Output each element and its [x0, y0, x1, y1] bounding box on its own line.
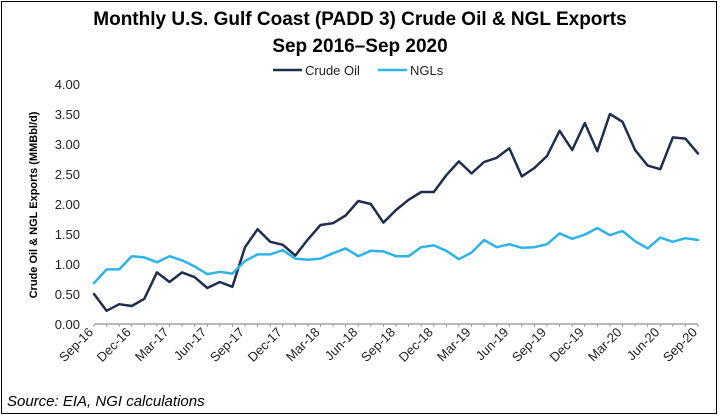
y-axis-title: Crude Oil & NGL Exports (MMBbl/d) — [28, 111, 40, 298]
y-tick-label: 1.00 — [55, 257, 80, 272]
x-tick-label: Sep-20 — [660, 325, 700, 365]
chart-subtitle: Sep 2016–Sep 2020 — [272, 36, 447, 57]
legend-label-crude-oil: Crude Oil — [305, 63, 360, 78]
y-tick-label: 2.00 — [55, 197, 80, 212]
x-tick-label: Mar-17 — [132, 325, 172, 365]
y-tick-label: 1.50 — [55, 227, 80, 242]
x-tick-label: Sep-17 — [207, 325, 247, 365]
y-tick-label: 3.50 — [55, 107, 80, 122]
x-tick-label: Dec-16 — [94, 325, 134, 365]
x-tick-label: Sep-18 — [358, 325, 398, 365]
y-tick-label: 0.00 — [55, 317, 80, 332]
chart-title: Monthly U.S. Gulf Coast (PADD 3) Crude O… — [93, 9, 626, 30]
x-tick-label: Sep-19 — [509, 325, 549, 365]
y-tick-label: 0.50 — [55, 287, 80, 302]
x-tick-label: Dec-18 — [396, 325, 436, 365]
series-layer — [92, 112, 700, 313]
series-line-ngls — [92, 226, 700, 285]
x-tick-label: Mar-19 — [434, 325, 474, 365]
x-tick-label: Jun-17 — [171, 325, 210, 364]
legend: Crude Oil NGLs — [273, 63, 444, 78]
y-tick-label: 4.00 — [55, 77, 80, 92]
x-tick-label: Dec-19 — [547, 325, 587, 365]
source-note: Source: EIA, NGI calculations — [7, 393, 205, 410]
x-tick-label: Jun-19 — [473, 325, 512, 364]
x-tick-label: Dec-17 — [245, 325, 285, 365]
y-tick-label: 2.50 — [55, 167, 80, 182]
y-tick-label: 3.00 — [55, 137, 80, 152]
x-tick-label: Mar-18 — [283, 325, 323, 365]
y-axis: 0.00 0.50 1.00 1.50 2.00 2.50 3.00 3.50 4.00 — [55, 77, 80, 332]
x-tick-label: Mar-20 — [585, 325, 625, 365]
x-tick-label: Jun-20 — [624, 325, 663, 364]
legend-label-ngls: NGLs — [410, 63, 444, 78]
x-tick-label: Jun-18 — [322, 325, 361, 364]
series-line-crude-oil — [92, 112, 700, 313]
